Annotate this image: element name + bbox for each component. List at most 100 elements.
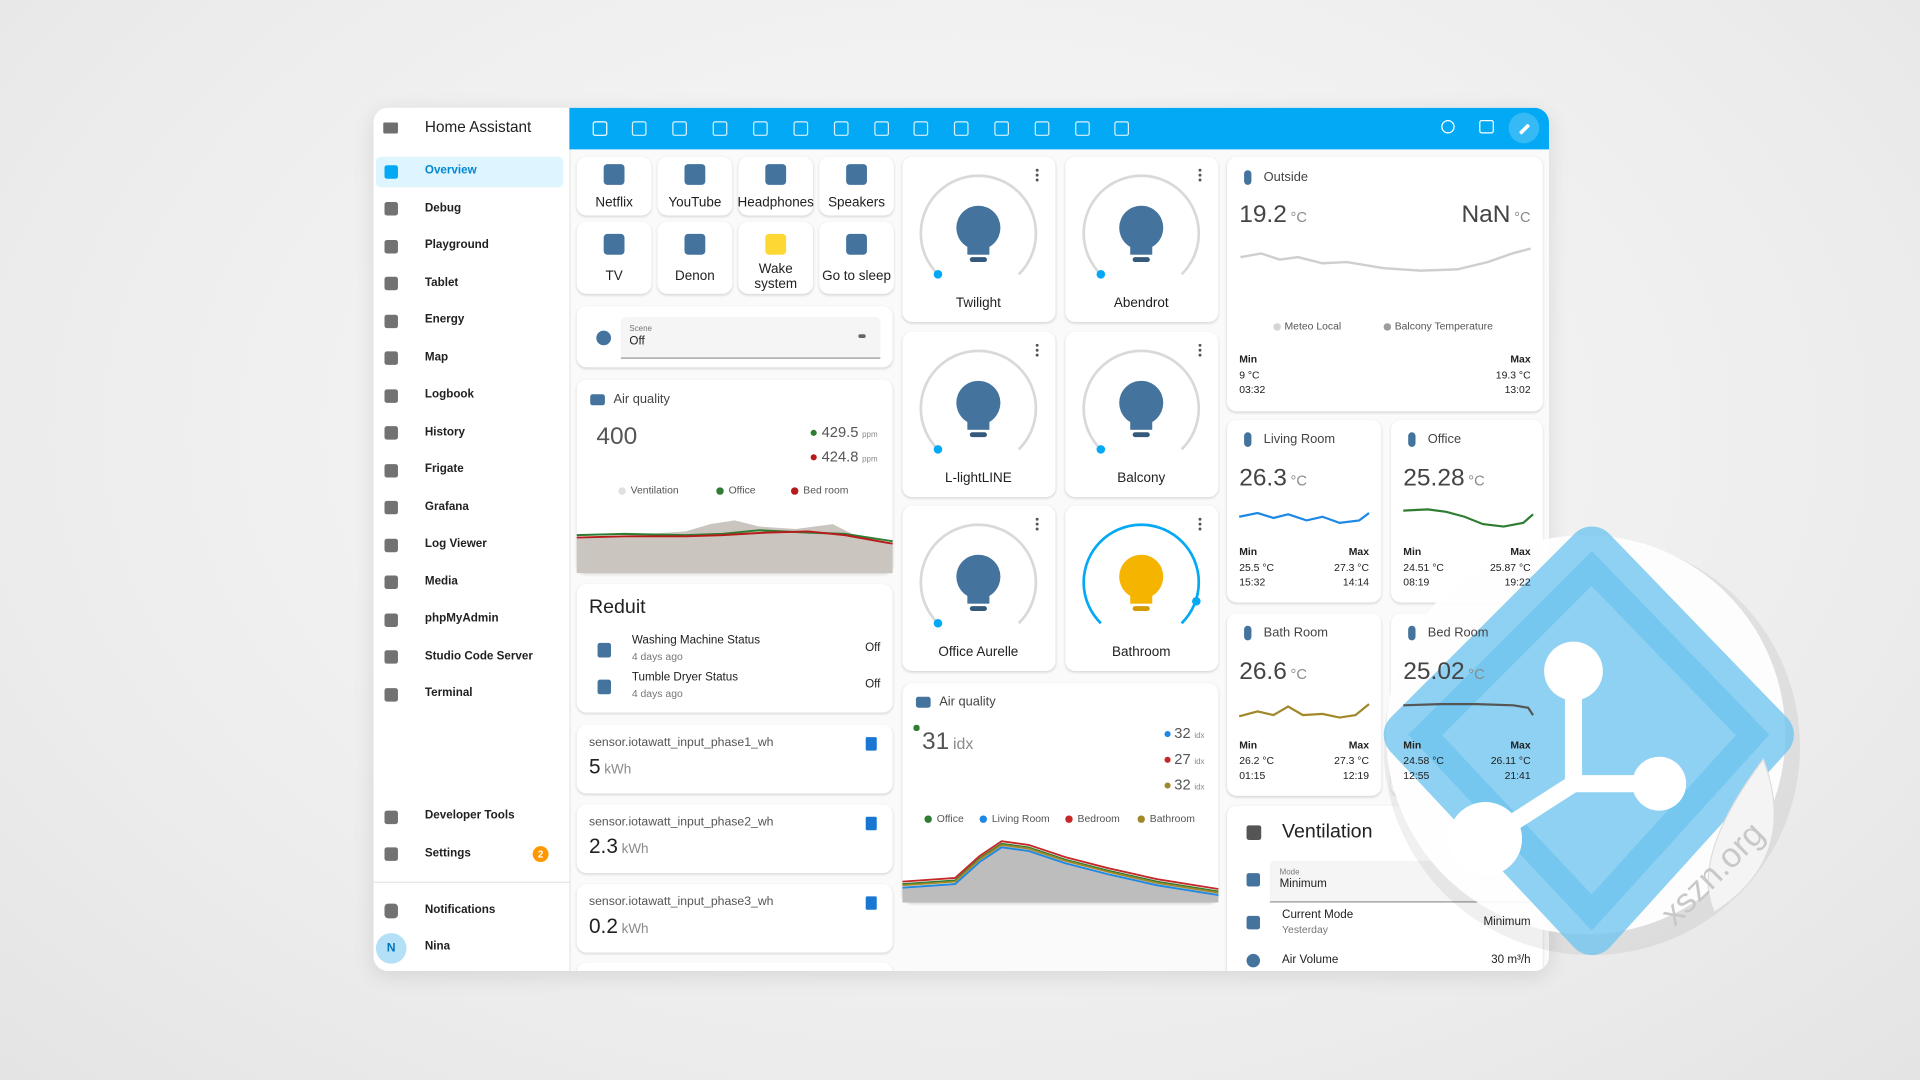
nav-item[interactable]: Playground	[424, 238, 489, 252]
view-tab[interactable]	[592, 121, 608, 136]
view-tab[interactable]	[833, 121, 849, 136]
temperature: 25.28 °C	[1403, 465, 1484, 493]
co2-icon	[915, 696, 931, 708]
card	[576, 804, 893, 874]
window: Home Assistant Overview Debug Playground Tab…	[373, 107, 1549, 972]
logo-node	[1632, 756, 1687, 811]
min-value: 24.58 °C	[1403, 753, 1444, 767]
max-label: Max	[1510, 738, 1531, 751]
view-tab[interactable]	[994, 121, 1009, 136]
view-tab[interactable]	[631, 121, 647, 136]
nav-item[interactable]: Tablet	[424, 275, 459, 290]
bulb-neck	[967, 243, 990, 255]
max-value: 27.3 °C	[1334, 560, 1369, 573]
nav-item[interactable]: Studio Code Server	[424, 649, 533, 663]
nav-item[interactable]: Map	[424, 350, 449, 364]
row-state: Off	[865, 677, 881, 692]
nav-item[interactable]: phpMyAdmin	[424, 611, 499, 626]
button-label[interactable]: TV	[605, 268, 623, 284]
button-label[interactable]: Wake system	[754, 262, 798, 292]
nav-icon	[384, 239, 398, 253]
max-label: Max	[1510, 545, 1531, 558]
value: 32	[1174, 724, 1191, 742]
view-tab[interactable]	[712, 121, 728, 136]
view-tab[interactable]	[753, 121, 768, 136]
nav-icon	[384, 388, 398, 403]
more-dot	[1198, 178, 1202, 182]
nav-item[interactable]: Energy	[424, 312, 465, 327]
search-button[interactable]	[1441, 120, 1455, 134]
nav-item[interactable]: Media	[424, 574, 458, 588]
nav-item[interactable]: Log Viewer	[424, 536, 487, 551]
light-name[interactable]: Abendrot	[1113, 295, 1169, 311]
min-value: 25.5 °C	[1239, 560, 1275, 573]
card[interactable]	[576, 221, 652, 294]
bulb-neck	[967, 592, 990, 604]
light-name[interactable]: Balcony	[1117, 471, 1166, 486]
view-tab[interactable]	[913, 121, 929, 136]
light-handle	[1096, 270, 1106, 279]
view-tab[interactable]	[1034, 121, 1050, 136]
view-tab[interactable]	[874, 121, 889, 136]
row-icon	[1246, 873, 1261, 887]
select-field[interactable]	[620, 317, 881, 359]
nav-item[interactable]: Developer Tools	[424, 808, 515, 823]
more-dot	[1035, 168, 1039, 172]
view-tab[interactable]	[793, 121, 809, 136]
temperature: 25.02 °C	[1403, 658, 1484, 686]
legend-label: Bathroom	[1149, 811, 1195, 825]
value: 25.28	[1403, 464, 1465, 492]
light-name[interactable]: Bathroom	[1112, 644, 1171, 660]
card[interactable]	[738, 221, 814, 294]
nav-item[interactable]: Grafana	[424, 499, 469, 514]
view-tab[interactable]	[953, 121, 969, 136]
nav-item[interactable]: Notifications	[424, 903, 496, 917]
view-tab[interactable]	[1114, 121, 1129, 136]
nav-icon	[384, 810, 398, 824]
sparkline	[902, 840, 1219, 890]
bulb-base	[969, 432, 987, 438]
bulb-neck	[1130, 243, 1153, 255]
card	[576, 884, 893, 953]
nav-item[interactable]: Logbook	[424, 387, 475, 402]
min-value: 9 °C	[1239, 368, 1260, 381]
nav-item[interactable]: Terminal	[424, 686, 473, 700]
light-name[interactable]: Twilight	[955, 295, 1001, 311]
max-label: Max	[1348, 738, 1369, 751]
unit: idx	[1194, 732, 1205, 741]
user-name[interactable]: Nina	[424, 939, 451, 954]
assist-button[interactable]	[1479, 120, 1494, 134]
bookmark-icon	[865, 737, 877, 751]
sparkline	[1238, 511, 1370, 524]
min-time: 01:15	[1239, 769, 1266, 782]
button-label[interactable]: Denon	[675, 268, 715, 284]
nav-item[interactable]: Overview	[424, 163, 477, 177]
min-time: 12:55	[1403, 769, 1430, 782]
button-label[interactable]: Go to sleep	[822, 268, 891, 284]
value: 26.3	[1239, 464, 1287, 492]
button-label[interactable]: YouTube	[668, 195, 722, 211]
card[interactable]	[819, 221, 894, 294]
entity-id: sensor.iotawatt_input_phase3_wh	[588, 895, 774, 909]
select-label: Scene	[629, 324, 652, 334]
light-name[interactable]: Office Aurelle	[938, 644, 1019, 660]
nav-item[interactable]: Frigate	[424, 462, 464, 476]
max-value: 27.3 °C	[1334, 753, 1369, 767]
nav-item[interactable]: History	[424, 424, 465, 439]
button-label[interactable]: Speakers	[828, 195, 885, 211]
max-value: 25.87 °C	[1490, 560, 1531, 573]
legend-label: Office	[728, 483, 756, 497]
button-label[interactable]: Netflix	[595, 195, 633, 211]
button-icon	[603, 233, 625, 255]
button-label[interactable]: Headphones	[737, 195, 814, 211]
nav-item[interactable]: Debug	[424, 200, 462, 215]
nav-icon	[384, 426, 398, 440]
more-dot	[1035, 173, 1039, 177]
light-name[interactable]: L-lightLINE	[945, 471, 1012, 486]
light-arc	[919, 349, 1038, 451]
view-tab[interactable]	[1075, 121, 1090, 136]
more-dot	[1198, 343, 1202, 347]
nav-item[interactable]: Settings	[424, 846, 471, 860]
view-tab[interactable]	[672, 121, 687, 136]
card[interactable]	[657, 221, 733, 294]
